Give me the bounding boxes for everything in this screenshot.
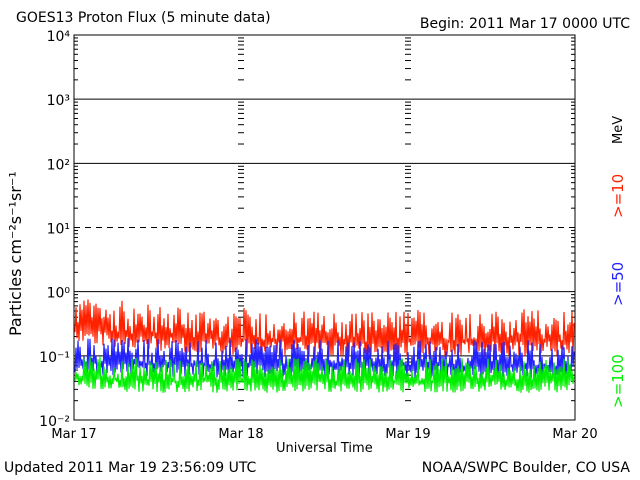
x-tick-label: Mar 20 bbox=[552, 427, 597, 442]
y-tick-label: 10² bbox=[47, 157, 70, 173]
x-tick-label: Mar 18 bbox=[218, 427, 263, 442]
x-tick-label: Mar 19 bbox=[385, 427, 430, 442]
updated-timestamp: Updated 2011 Mar 19 23:56:09 UTC bbox=[4, 460, 257, 476]
series-line-50 bbox=[74, 338, 575, 379]
x-axis-label: Universal Time bbox=[276, 441, 373, 456]
data-source: NOAA/SWPC Boulder, CO USA bbox=[421, 460, 630, 476]
y-axis-label: Particles cm⁻²s⁻¹sr⁻¹ bbox=[6, 171, 25, 336]
y-tick-label: 10⁴ bbox=[47, 29, 71, 45]
series-line-10 bbox=[74, 299, 575, 358]
begin-time: Begin: 2011 Mar 17 0000 UTC bbox=[419, 16, 630, 32]
legend-series-100: >=100 bbox=[609, 354, 627, 408]
y-tick-label: 10⁻² bbox=[39, 414, 70, 430]
x-tick-label: Mar 17 bbox=[51, 427, 96, 442]
series-line-100 bbox=[74, 355, 575, 393]
y-tick-label: 10⁰ bbox=[47, 286, 71, 302]
legend-series-50: >=50 bbox=[609, 261, 627, 306]
y-tick-label: 10⁻¹ bbox=[39, 350, 70, 366]
legend-series-10: >=10 bbox=[609, 173, 627, 218]
chart-title: GOES13 Proton Flux (5 minute data) bbox=[16, 10, 271, 26]
y-tick-label: 10¹ bbox=[47, 222, 70, 238]
y-tick-label: 10³ bbox=[47, 93, 70, 109]
legend-unit: MeV bbox=[611, 115, 626, 144]
